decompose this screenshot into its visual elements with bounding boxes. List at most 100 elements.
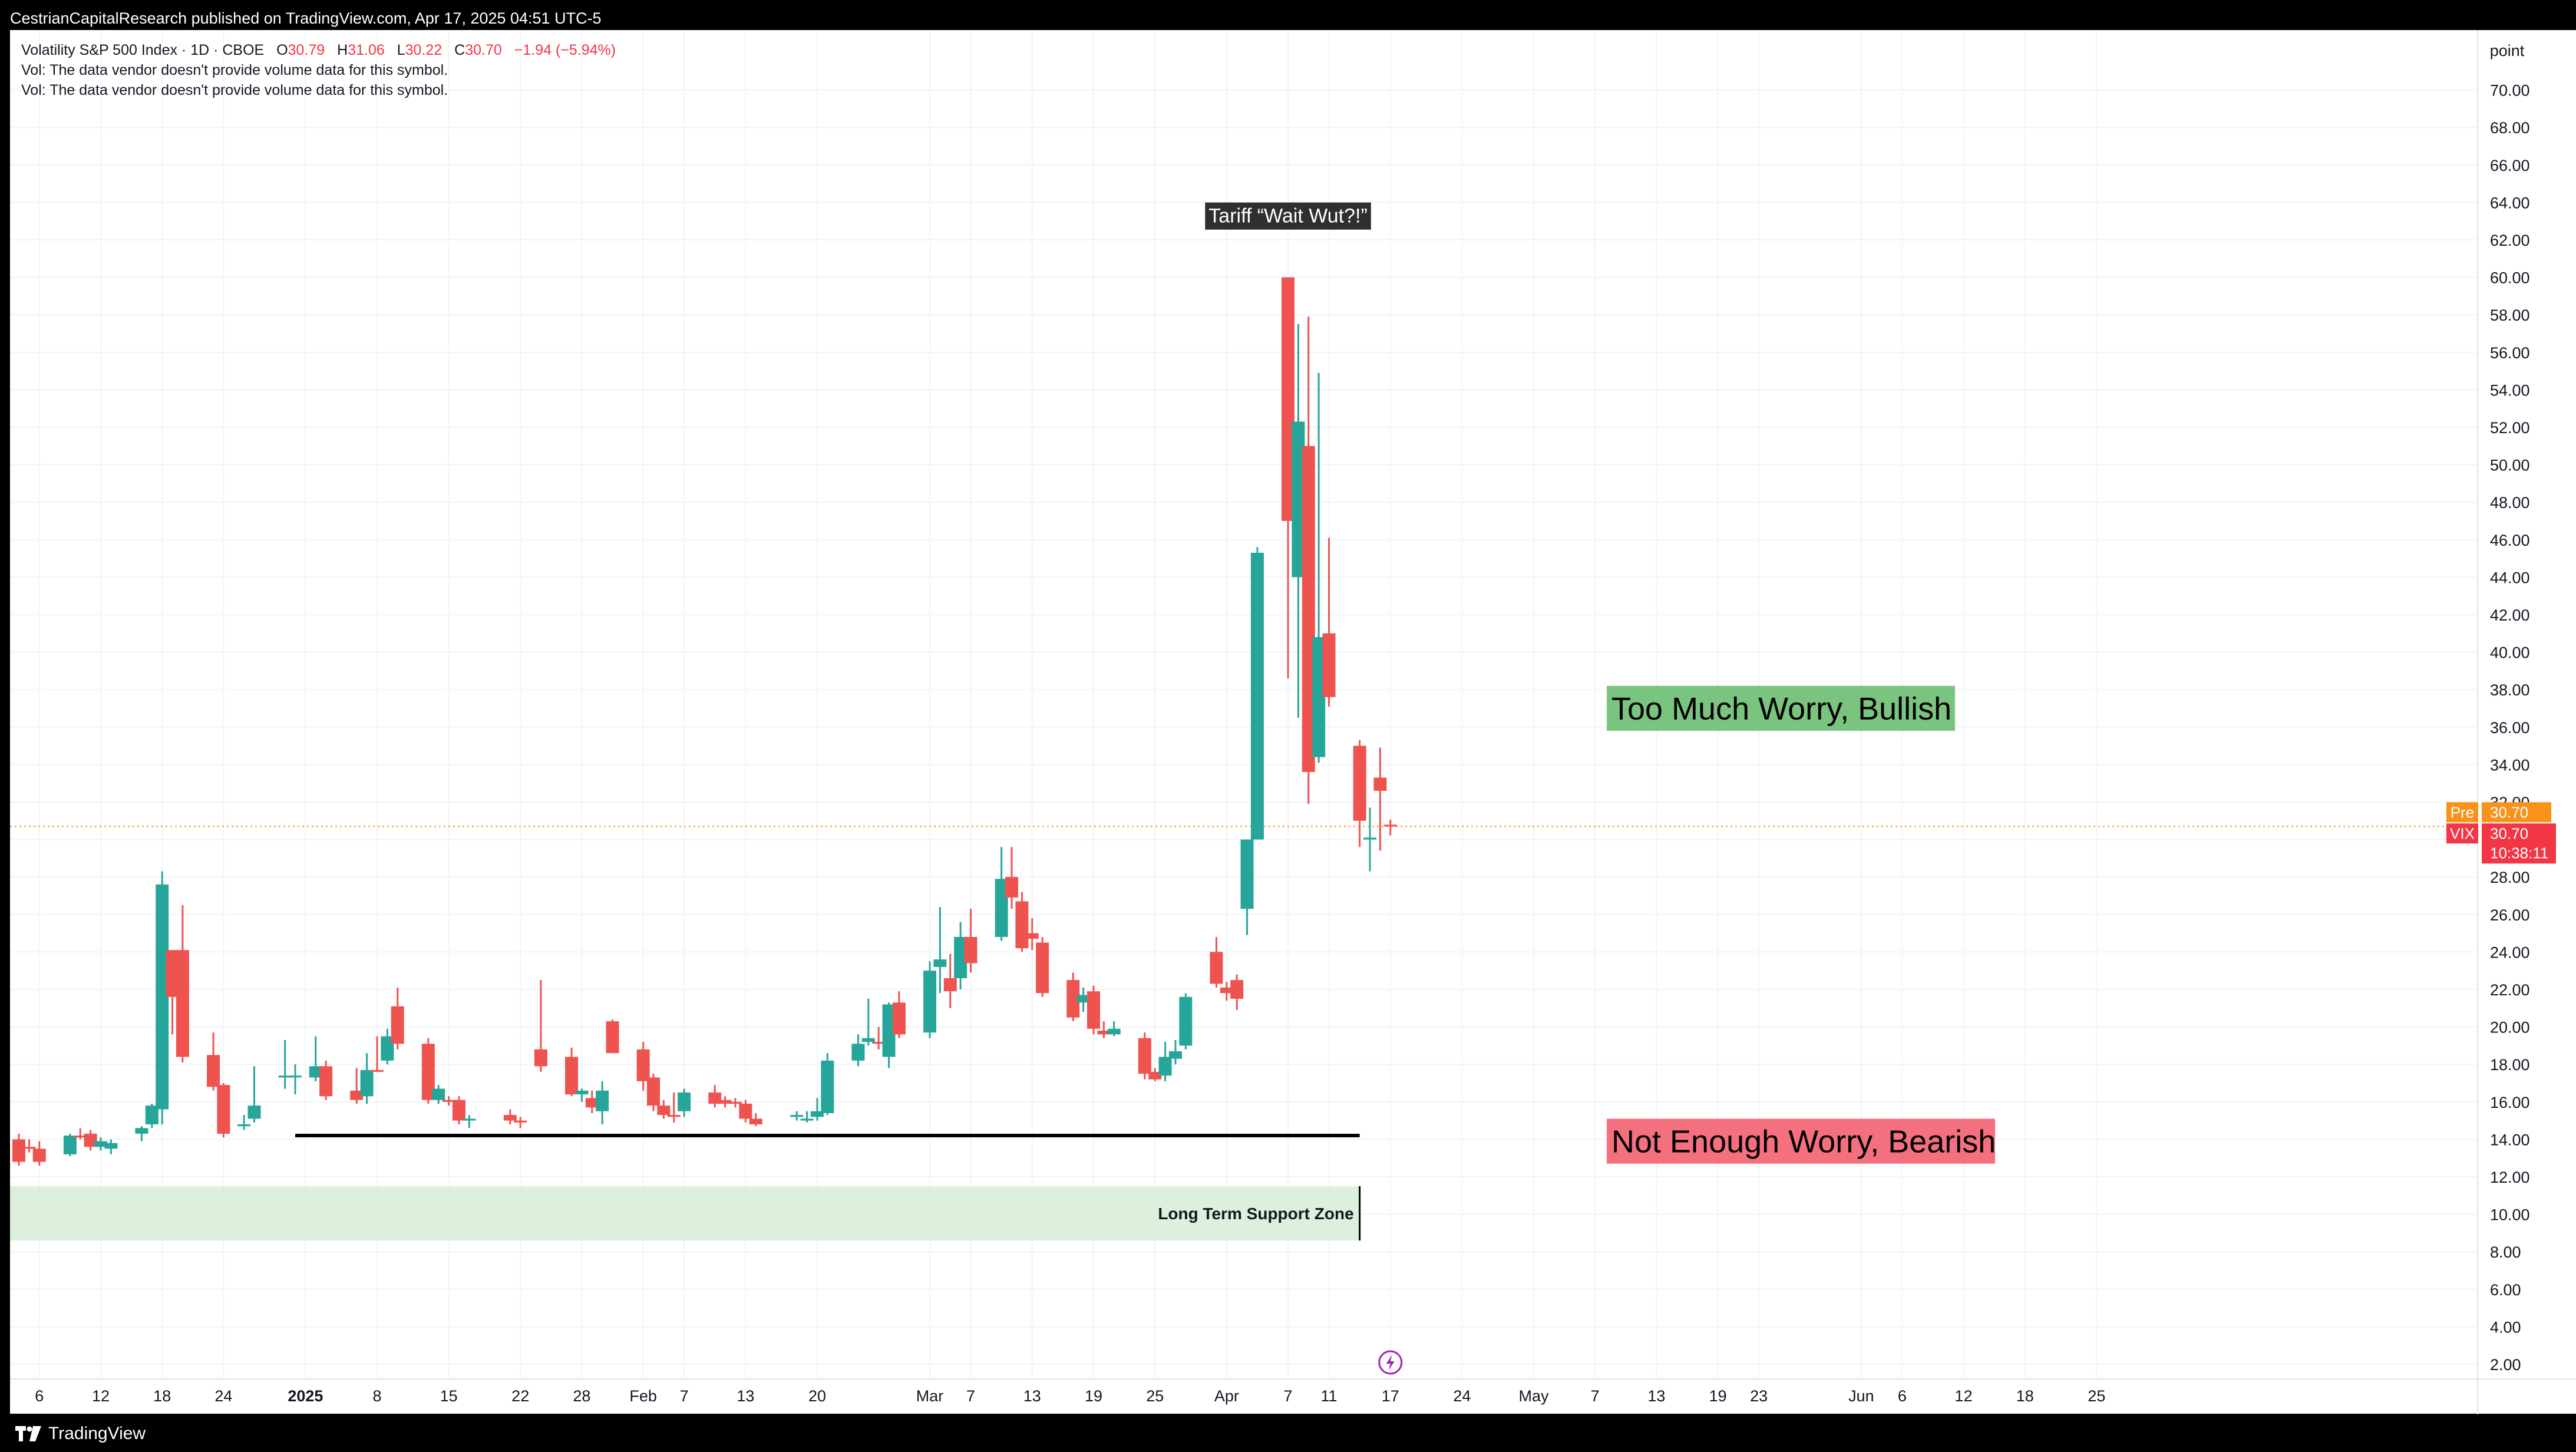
chart-area (10, 30, 2576, 1414)
axes[interactable]: 2.00 4.00 6.00 8.00 10.00 12.00 14.00 16.00 18.0… (10, 30, 2576, 1414)
vix-tag-box (2446, 823, 2478, 844)
candle-body (166, 950, 179, 997)
candle (729, 1098, 742, 1108)
price-change: −1.94 (−5.94%) (514, 42, 616, 58)
candle (421, 1038, 435, 1104)
candle (452, 1096, 465, 1124)
candle (22, 1139, 36, 1153)
x-tick-label: 8 (372, 1387, 381, 1405)
candle-body (1240, 839, 1254, 909)
candle (585, 1090, 599, 1113)
y-tick-label: 38.00 (2490, 681, 2530, 699)
candle (104, 1139, 118, 1154)
candle (1312, 372, 1326, 763)
candle (207, 1032, 220, 1091)
footer-bar (0, 1414, 2576, 1452)
tradingview-logo[interactable]: TradingView (15, 1422, 146, 1446)
x-tick-label: 7 (680, 1387, 689, 1405)
candle-body (22, 1147, 36, 1149)
y-tick-label: 18.00 (2490, 1056, 2530, 1074)
candle-body (790, 1115, 804, 1117)
bearish-annotation-label: Not Enough Worry, Bearish (1611, 1124, 1996, 1160)
x-tick-label: 7 (1591, 1387, 1600, 1405)
candle-body (933, 959, 947, 967)
candle-body (514, 1120, 527, 1123)
candle-body (1353, 745, 1366, 821)
y-tick-label: 50.00 (2490, 457, 2530, 474)
candle (1005, 847, 1019, 909)
candle (821, 1053, 834, 1116)
candle-body (1292, 421, 1305, 578)
candle-body (892, 1002, 906, 1035)
candle-body (371, 1070, 384, 1072)
candle-body (1250, 553, 1264, 840)
candle-body (94, 1141, 107, 1147)
lightning-bolt (1386, 1355, 1395, 1370)
support-zone (10, 1186, 1360, 1241)
candlestick-chart[interactable]: Long Term Support Zone Tariff “Wait Wut?!… (0, 0, 2576, 1414)
candle (636, 1042, 650, 1091)
candle (360, 1053, 374, 1104)
candle (1363, 807, 1377, 872)
candle-body (319, 1066, 333, 1097)
countdown-label: 10:38:11 (2490, 844, 2548, 862)
candle-body (585, 1098, 599, 1108)
candle (1148, 1068, 1162, 1081)
y-tick-label: 66.00 (2490, 157, 2530, 174)
candle-body (32, 1149, 46, 1162)
y-tick-label: 26.00 (2490, 906, 2530, 924)
x-tick-label: 22 (511, 1387, 529, 1405)
candle-body (442, 1100, 455, 1102)
y-tick-label: 28.00 (2490, 869, 2530, 886)
candle (289, 1064, 302, 1095)
candle-body (1322, 633, 1336, 697)
candle-body (636, 1049, 650, 1081)
candle (1168, 1040, 1182, 1065)
candle (514, 1117, 527, 1128)
candle (882, 1002, 896, 1068)
candle (278, 1040, 292, 1089)
x-tick-label: 15 (440, 1387, 458, 1405)
x-tick-label: 7 (966, 1387, 975, 1405)
x-tick-label: 17 (1382, 1387, 1399, 1405)
bullish-annotation-label: Too Much Worry, Bullish (1611, 691, 1951, 727)
candle (442, 1096, 455, 1106)
candle-body (923, 971, 937, 1033)
candle-body (718, 1100, 732, 1104)
support-zone-label: Long Term Support Zone (1158, 1204, 1353, 1223)
candle-body (452, 1100, 465, 1121)
candle (678, 1088, 691, 1117)
candle-body (821, 1060, 834, 1113)
candle (995, 847, 1008, 941)
candle (739, 1100, 752, 1123)
publisher-header: CestrianCapitalResearch published on Tra… (10, 9, 602, 27)
tariff-annotation-box (1205, 202, 1371, 230)
x-tick-label: 6 (35, 1387, 44, 1405)
candle-body (1312, 637, 1326, 757)
candle (861, 998, 875, 1046)
candle-body (678, 1092, 691, 1111)
candle (964, 909, 977, 973)
y-tick-label: 6.00 (2490, 1281, 2521, 1299)
candles (12, 277, 1397, 1166)
candle (1373, 747, 1387, 851)
bearish-annotation-box (1607, 1118, 1995, 1164)
y-tick-label: 58.00 (2490, 306, 2530, 324)
x-tick-label: 13 (1647, 1387, 1665, 1405)
y-tick-label: 62.00 (2490, 232, 2530, 249)
tradingview-logo-icon (15, 1426, 41, 1441)
chart-legend: Volatility S&P 500 Index · 1D · CBOE O30… (21, 40, 624, 100)
candle-body (872, 1042, 886, 1044)
candle-body (217, 1085, 230, 1134)
y-tick-label: 36.00 (2490, 719, 2530, 737)
x-tick-label: 12 (92, 1387, 110, 1405)
candle (1097, 1021, 1111, 1038)
x-tick-label: 24 (214, 1387, 232, 1405)
candle-body (964, 936, 977, 963)
candle-body (278, 1075, 292, 1078)
volume-note: Vol: The data vendor doesn't provide vol… (21, 62, 448, 78)
grid (10, 30, 2478, 1379)
candle-body (606, 1021, 619, 1054)
candle (1087, 985, 1100, 1035)
candle (596, 1081, 609, 1124)
